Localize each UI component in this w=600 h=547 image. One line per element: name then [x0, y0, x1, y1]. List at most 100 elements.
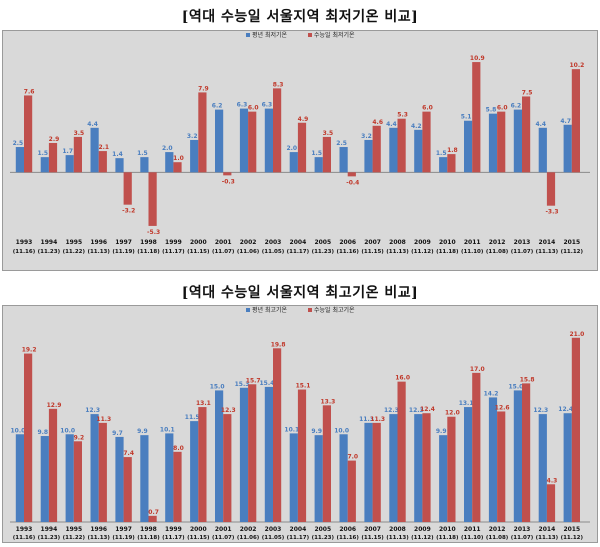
bar-value-label: 3.5: [74, 130, 85, 137]
bar-value-label: 12.3: [221, 407, 236, 414]
x-tick-date: (11.17): [162, 249, 185, 255]
bar: [314, 157, 323, 173]
bar: [464, 407, 473, 522]
max-temp-chart: 평년 최고기온 수능일 최고기온 10.0 19.2 1993 (11.16) 9.8 12.…: [2, 305, 598, 543]
bar: [522, 383, 531, 522]
x-tick-date: (11.18): [137, 535, 160, 541]
x-tick-date: (11.15): [187, 535, 210, 541]
x-tick-year: 1993: [16, 526, 33, 533]
x-tick-year: 2011: [464, 526, 481, 533]
x-tick-year: 2005: [314, 239, 331, 246]
x-tick-date: (11.13): [87, 249, 110, 255]
bar-value-label: 9.7: [112, 430, 123, 437]
bar-value-label: 4.4: [535, 121, 546, 128]
bar-value-label: 8.0: [173, 445, 184, 452]
bar-value-label: 8.3: [273, 81, 284, 88]
legend-swatch: [308, 308, 312, 312]
bar: [538, 414, 547, 522]
bar: [563, 413, 572, 522]
bar-value-label: 1.8: [447, 147, 458, 154]
bar: [140, 435, 149, 522]
bar-value-label: 13.1: [196, 400, 211, 407]
bar: [289, 433, 298, 522]
bar: [40, 157, 49, 173]
x-tick-year: 2000: [190, 239, 207, 246]
x-tick-date: (11.10): [461, 535, 484, 541]
bar: [48, 142, 58, 173]
x-tick-date: (11.12): [411, 249, 434, 255]
bar: [488, 113, 498, 173]
bar-value-label: 15.7: [246, 377, 261, 384]
x-tick-date: (11.17): [162, 535, 185, 541]
bar-value-label: 9.9: [436, 428, 447, 435]
x-tick-year: 1997: [115, 239, 132, 246]
bar: [339, 434, 348, 522]
bar-value-label: 3.5: [323, 130, 334, 137]
x-tick-year: 2012: [489, 526, 506, 533]
bar: [73, 441, 82, 522]
x-tick-year: 2007: [364, 526, 381, 533]
bar-value-label: 15.8: [520, 376, 535, 383]
bar-value-label: 2.9: [49, 136, 60, 143]
bar: [248, 384, 257, 522]
x-tick-date: (11.13): [386, 249, 409, 255]
bar: [140, 157, 149, 173]
bar: [422, 111, 431, 173]
x-tick-year: 1997: [115, 526, 132, 533]
x-tick-date: (11.06): [237, 535, 260, 541]
bar-value-label: 2.5: [13, 140, 24, 147]
x-tick-date: (11.18): [436, 249, 459, 255]
legend: 평년 최고기온 수능일 최고기온: [246, 306, 355, 314]
x-tick-date: (11.18): [436, 535, 459, 541]
bar-value-label: 11.5: [185, 414, 200, 421]
x-tick-date: (11.15): [361, 249, 384, 255]
bar: [173, 162, 182, 173]
bar: [148, 515, 157, 522]
bar: [264, 108, 273, 173]
bar-value-label: 4.4: [386, 121, 397, 128]
x-tick-year: 2014: [539, 239, 556, 246]
max-temp-panel: [역대 수능일 서울지역 최고기온 비교] 평년 최고기온 수능일 최고기온 10.…: [0, 275, 600, 547]
bar: [15, 147, 24, 173]
bar-value-label: 6.2: [511, 103, 522, 110]
bar: [522, 96, 531, 173]
bar-value-label: 19.2: [22, 347, 37, 354]
bar-value-label: 6.3: [237, 102, 248, 109]
x-tick-year: 2003: [265, 526, 282, 533]
bar: [322, 405, 331, 522]
bar: [414, 414, 423, 522]
x-tick-year: 2002: [240, 239, 257, 246]
x-tick-year: 2003: [265, 239, 282, 246]
x-tick-year: 1994: [41, 526, 58, 533]
bar: [289, 152, 298, 173]
bar: [389, 414, 398, 522]
bar: [339, 147, 348, 173]
bar-value-label: 12.6: [495, 404, 510, 411]
bar: [123, 457, 132, 522]
bar-value-label: 1.5: [311, 150, 322, 157]
bar: [24, 353, 33, 522]
x-tick-date: (11.23): [312, 535, 335, 541]
bar: [190, 139, 199, 173]
x-tick-year: 1993: [16, 239, 33, 246]
x-tick-date: (11.06): [237, 249, 260, 255]
bar-value-label: 11.3: [359, 416, 374, 423]
x-tick-date: (11.13): [386, 535, 409, 541]
x-tick-year: 1994: [41, 239, 58, 246]
bar: [372, 125, 381, 173]
bar-value-label: 10.0: [60, 427, 75, 434]
x-tick-date: (11.15): [361, 535, 384, 541]
bar-value-label: 21.0: [569, 331, 584, 338]
bar: [422, 413, 431, 522]
bar-value-label: 5.1: [461, 114, 472, 121]
x-tick-date: (11.23): [38, 535, 61, 541]
bar: [513, 390, 522, 522]
bar: [538, 127, 547, 173]
bar: [472, 372, 481, 522]
bar: [347, 172, 356, 177]
x-tick-year: 2006: [339, 526, 356, 533]
bar-value-label: 4.7: [560, 118, 571, 125]
x-tick-date: (11.08): [486, 249, 509, 255]
bar-value-label: 4.6: [372, 119, 383, 126]
bar: [364, 422, 373, 522]
